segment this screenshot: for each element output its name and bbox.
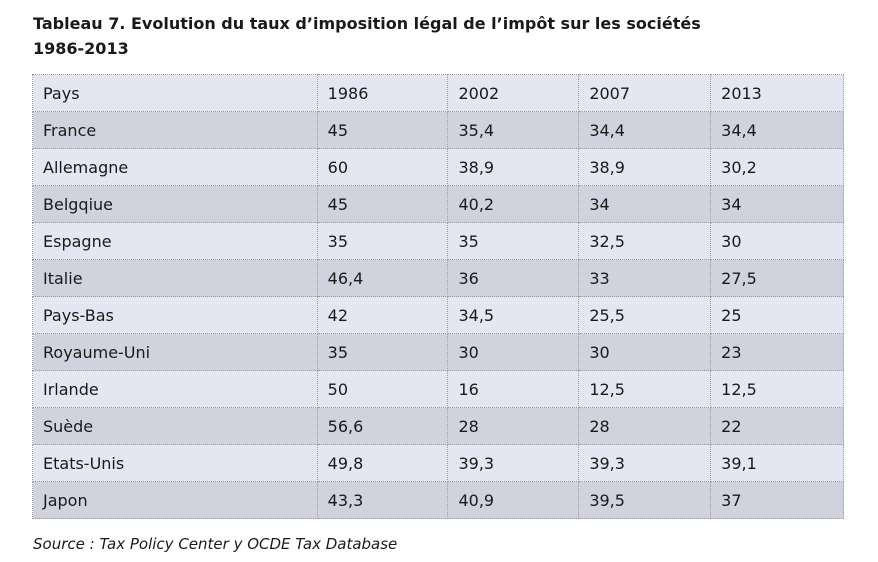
country-cell: Pays-Bas xyxy=(32,296,318,334)
value-cell: 34,4 xyxy=(710,111,844,149)
value-cell: 34,5 xyxy=(447,296,580,334)
table-row: Pays-Bas 42 34,5 25,5 25 xyxy=(32,296,844,334)
header-cell-2013: 2013 xyxy=(710,74,844,112)
value-cell: 34 xyxy=(578,185,712,223)
country-cell: Italie xyxy=(32,259,318,297)
value-cell: 22 xyxy=(710,407,844,445)
table-row: Etats-Unis 49,8 39,3 39,3 39,1 xyxy=(32,444,844,482)
value-cell: 25 xyxy=(710,296,844,334)
value-cell: 25,5 xyxy=(578,296,712,334)
table-row: Japon 43,3 40,9 39,5 37 xyxy=(32,481,844,519)
source-note: Source : Tax Policy Center y OCDE Tax Da… xyxy=(33,535,398,553)
value-cell: 40,2 xyxy=(447,185,580,223)
table-row: Belgqiue 45 40,2 34 34 xyxy=(32,185,844,223)
table-header-row: Pays 1986 2002 2007 2013 xyxy=(32,74,844,112)
table-row: Italie 46,4 36 33 27,5 xyxy=(32,259,844,297)
value-cell: 39,3 xyxy=(447,444,580,482)
value-cell: 45 xyxy=(317,185,449,223)
table-title: Tableau 7. Evolution du taux d’impositio… xyxy=(33,11,853,61)
table-row: Suède 56,6 28 28 22 xyxy=(32,407,844,445)
value-cell: 16 xyxy=(447,370,580,408)
value-cell: 12,5 xyxy=(578,370,712,408)
value-cell: 32,5 xyxy=(578,222,712,260)
value-cell: 43,3 xyxy=(317,481,449,519)
value-cell: 46,4 xyxy=(317,259,449,297)
table-title-line-1: Tableau 7. Evolution du taux d’impositio… xyxy=(33,14,701,33)
value-cell: 45 xyxy=(317,111,449,149)
table-row: Irlande 50 16 12,5 12,5 xyxy=(32,370,844,408)
value-cell: 39,3 xyxy=(578,444,712,482)
country-cell: Suède xyxy=(32,407,318,445)
header-cell-country: Pays xyxy=(32,74,318,112)
country-cell: Royaume-Uni xyxy=(32,333,318,371)
value-cell: 60 xyxy=(317,148,449,186)
country-cell: Allemagne xyxy=(32,148,318,186)
header-cell-1986: 1986 xyxy=(317,74,449,112)
country-cell: France xyxy=(32,111,318,149)
value-cell: 38,9 xyxy=(578,148,712,186)
table-title-line-2: 1986-2013 xyxy=(33,39,129,58)
value-cell: 40,9 xyxy=(447,481,580,519)
tax-rate-table: Pays 1986 2002 2007 2013 France 45 35,4 … xyxy=(32,74,844,519)
value-cell: 12,5 xyxy=(710,370,844,408)
value-cell: 50 xyxy=(317,370,449,408)
value-cell: 34 xyxy=(710,185,844,223)
value-cell: 30 xyxy=(710,222,844,260)
value-cell: 39,5 xyxy=(578,481,712,519)
header-cell-2007: 2007 xyxy=(578,74,712,112)
table-row: Royaume-Uni 35 30 30 23 xyxy=(32,333,844,371)
value-cell: 27,5 xyxy=(710,259,844,297)
value-cell: 37 xyxy=(710,481,844,519)
value-cell: 35,4 xyxy=(447,111,580,149)
value-cell: 35 xyxy=(447,222,580,260)
value-cell: 39,1 xyxy=(710,444,844,482)
value-cell: 33 xyxy=(578,259,712,297)
value-cell: 36 xyxy=(447,259,580,297)
country-cell: Belgqiue xyxy=(32,185,318,223)
value-cell: 35 xyxy=(317,222,449,260)
table-row: France 45 35,4 34,4 34,4 xyxy=(32,111,844,149)
country-cell: Japon xyxy=(32,481,318,519)
value-cell: 23 xyxy=(710,333,844,371)
country-cell: Espagne xyxy=(32,222,318,260)
value-cell: 30,2 xyxy=(710,148,844,186)
country-cell: Irlande xyxy=(32,370,318,408)
value-cell: 28 xyxy=(447,407,580,445)
value-cell: 56,6 xyxy=(317,407,449,445)
value-cell: 30 xyxy=(578,333,712,371)
table-row: Allemagne 60 38,9 38,9 30,2 xyxy=(32,148,844,186)
header-cell-2002: 2002 xyxy=(447,74,580,112)
table-row: Espagne 35 35 32,5 30 xyxy=(32,222,844,260)
value-cell: 49,8 xyxy=(317,444,449,482)
value-cell: 30 xyxy=(447,333,580,371)
value-cell: 35 xyxy=(317,333,449,371)
value-cell: 34,4 xyxy=(578,111,712,149)
value-cell: 38,9 xyxy=(447,148,580,186)
value-cell: 28 xyxy=(578,407,712,445)
value-cell: 42 xyxy=(317,296,449,334)
country-cell: Etats-Unis xyxy=(32,444,318,482)
